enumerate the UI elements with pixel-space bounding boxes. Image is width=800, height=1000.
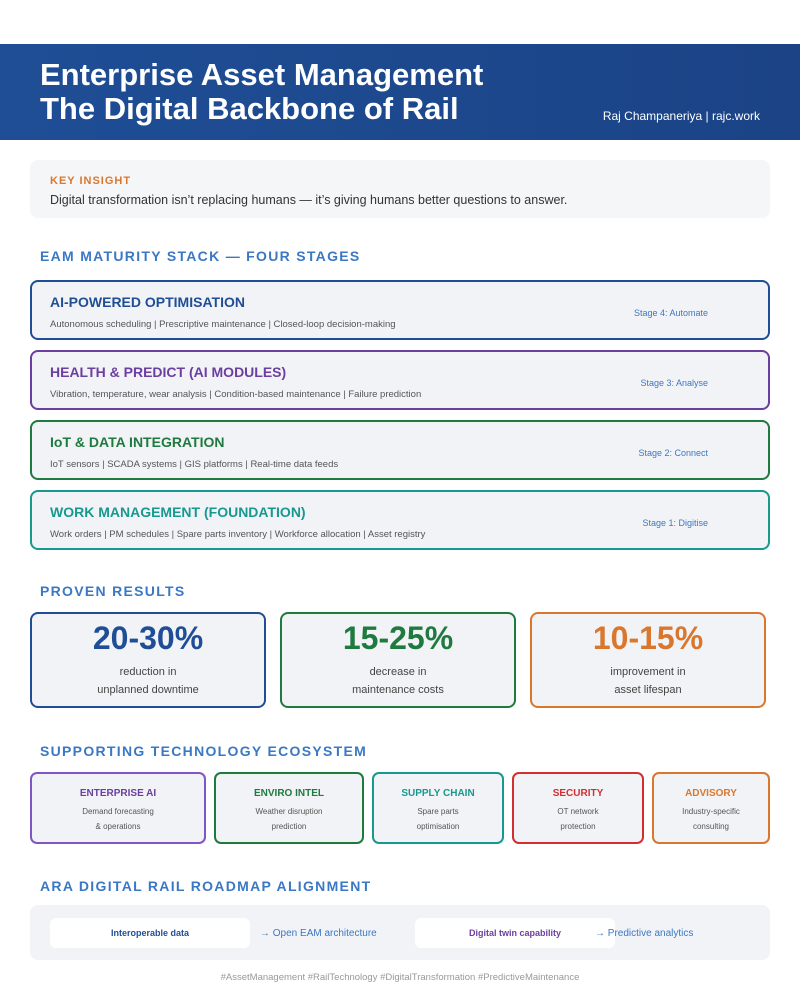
- eco-line: protection: [560, 822, 596, 831]
- result-line: reduction in: [119, 666, 177, 678]
- eco-desc: Demand forecasting & operations: [32, 804, 204, 834]
- eco-title: ADVISORY: [685, 788, 737, 799]
- stage-desc: Vibration, temperature, wear analysis | …: [50, 389, 422, 400]
- eco-card: ENTERPRISE AI Demand forecasting & operati…: [30, 772, 206, 844]
- eco-line: consulting: [692, 822, 730, 831]
- section-heading: EAM MATURITY STACK — FOUR STAGES: [40, 248, 361, 264]
- insight: KEY INSIGHT Digital transformation isn’t …: [30, 160, 770, 218]
- stage-title: HEALTH & PREDICT (AI MODULES): [50, 364, 287, 380]
- stage-card: HEALTH & PREDICT (AI MODULES) Vibration, …: [30, 350, 770, 410]
- roadmap: Interoperable data → Open EAM architectur…: [30, 905, 770, 960]
- section-heading: ARA DIGITAL RAIL ROADMAP ALIGNMENT: [40, 878, 372, 894]
- result-line: maintenance costs: [352, 684, 444, 696]
- eco-line: optimisation: [416, 822, 460, 831]
- insight-text: Digital transformation isn’t replacing h…: [50, 193, 568, 207]
- stage-card: IoT & DATA INTEGRATION IoT sensors | SCAD…: [30, 420, 770, 480]
- result-card: 20-30% reduction in unplanned downtime: [30, 612, 266, 708]
- eco-line: OT network: [557, 807, 599, 816]
- eco-card: SECURITY OT network protection: [512, 772, 644, 844]
- stage-title: WORK MANAGEMENT (FOUNDATION): [50, 504, 306, 520]
- result-desc: decrease in maintenance costs: [282, 663, 514, 699]
- eco-card: ENVIRO INTEL Weather disruption prediction: [214, 772, 364, 844]
- eco-desc: Industry-specific consulting: [654, 804, 768, 834]
- section-heading: SUPPORTING TECHNOLOGY ECOSYSTEM: [40, 743, 368, 759]
- author: Raj Champaneriya | rajc.work: [602, 109, 760, 123]
- eco-line: Weather disruption: [255, 807, 323, 816]
- stage-card: WORK MANAGEMENT (FOUNDATION) Work orders …: [30, 490, 770, 550]
- eco-card: ADVISORY Industry-specific consulting: [652, 772, 770, 844]
- eco-line: Spare parts: [417, 807, 459, 816]
- result-value: 15-25%: [342, 620, 454, 656]
- result-value: 20-30%: [92, 620, 204, 656]
- title-line: Enterprise Asset Management: [40, 57, 484, 92]
- header: Enterprise Asset Management The Digital B…: [0, 44, 800, 140]
- eco-desc: Spare parts optimisation: [374, 804, 502, 834]
- roadmap-pill: Digital twin capability: [415, 918, 615, 948]
- eco-line: & operations: [95, 822, 141, 831]
- stage-title: IoT & DATA INTEGRATION: [50, 434, 225, 450]
- stage-label: Stage 4: Automate: [633, 308, 708, 318]
- stage-desc: Work orders | PM schedules | Spare parts…: [50, 529, 426, 540]
- stage-label: Stage 1: Digitise: [642, 518, 708, 528]
- result-line: improvement in: [610, 666, 686, 678]
- eco-line: Industry-specific: [682, 807, 740, 816]
- stage-desc: IoT sensors | SCADA systems | GIS platfo…: [50, 459, 339, 470]
- footer: #AssetManagement #RailTechnology #Digita…: [220, 972, 580, 983]
- eco-title: SUPPLY CHAIN: [401, 788, 475, 799]
- stage-label: Stage 2: Connect: [638, 448, 708, 458]
- eco-title: ENTERPRISE AI: [79, 788, 157, 799]
- eco-title: ENVIRO INTEL: [253, 788, 324, 799]
- stage-label: Stage 3: Analyse: [640, 378, 708, 388]
- title-line: The Digital Backbone of Rail: [40, 91, 459, 126]
- eco-card: SUPPLY CHAIN Spare parts optimisation: [372, 772, 504, 844]
- result-card: 15-25% decrease in maintenance costs: [280, 612, 516, 708]
- result-line: asset lifespan: [614, 684, 682, 696]
- result-card: 10-15% improvement in asset lifespan: [530, 612, 766, 708]
- stage-card: AI-POWERED OPTIMISATION Autonomous schedu…: [30, 280, 770, 340]
- roadmap-arrow: → Predictive analytics: [595, 928, 694, 939]
- title: Enterprise Asset Management The Digital B…: [40, 58, 483, 126]
- roadmap-arrow: → Open EAM architecture: [260, 928, 377, 939]
- eco-desc: Weather disruption prediction: [216, 804, 362, 834]
- result-desc: improvement in asset lifespan: [532, 663, 764, 699]
- eco-desc: OT network protection: [514, 804, 642, 834]
- result-line: unplanned downtime: [97, 684, 199, 696]
- insight-label: KEY INSIGHT: [50, 175, 132, 187]
- roadmap-pill: Interoperable data: [50, 918, 250, 948]
- result-desc: reduction in unplanned downtime: [32, 663, 264, 699]
- section-heading: PROVEN RESULTS: [40, 583, 186, 599]
- eco-line: prediction: [271, 822, 307, 831]
- stage-title: AI-POWERED OPTIMISATION: [50, 294, 245, 310]
- eco-title: SECURITY: [552, 788, 604, 799]
- stage-desc: Autonomous scheduling | Prescriptive mai…: [50, 319, 396, 330]
- eco-line: Demand forecasting: [82, 807, 154, 816]
- result-value: 10-15%: [592, 620, 704, 656]
- result-line: decrease in: [369, 666, 427, 678]
